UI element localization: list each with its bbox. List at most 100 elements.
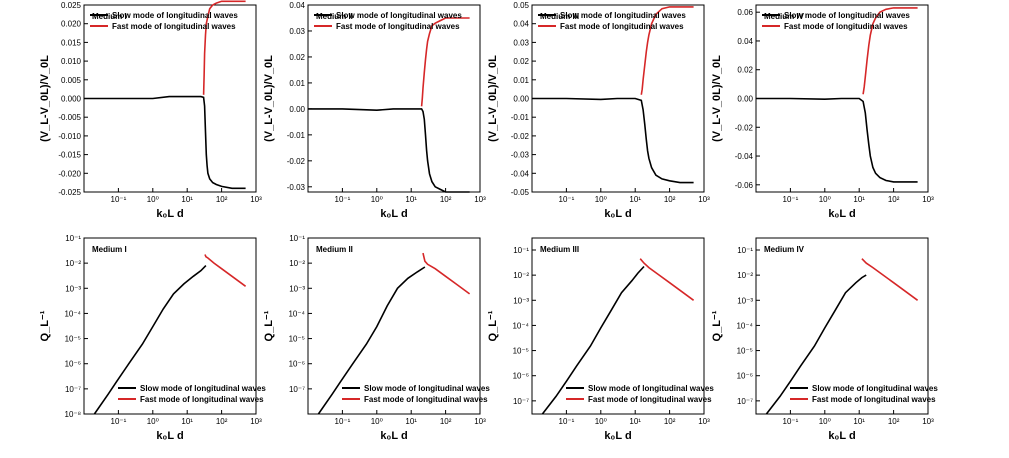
y-tick-label: 10⁻¹ <box>513 246 529 255</box>
legend-slow-label: Slow mode of longitudinal waves <box>140 384 266 393</box>
fast-mode-line <box>204 254 247 287</box>
y-tick-label: 10⁻⁵ <box>65 335 81 344</box>
x-tick-label: 10¹ <box>853 195 865 204</box>
legend: Slow mode of longitudinal waves Fast mode… <box>762 11 910 31</box>
plot-frame <box>755 237 929 415</box>
y-tick-label: -0.05 <box>511 188 530 197</box>
x-tick-label: 10⁰ <box>147 417 159 426</box>
y-tick-label: 10⁻⁸ <box>65 410 82 419</box>
y-tick-label: 10⁻² <box>513 271 529 280</box>
legend-fast-label: Fast mode of longitudinal waves <box>140 395 264 404</box>
x-axis-label: k₀L d <box>604 208 631 220</box>
y-tick-label: 10⁻⁷ <box>289 385 305 394</box>
y-tick-label: 0.01 <box>513 76 529 85</box>
y-tick-label: 0.01 <box>289 79 305 88</box>
legend-fast-label: Fast mode of longitudinal waves <box>364 395 488 404</box>
x-tick-label: 10³ <box>922 195 934 204</box>
x-tick-label: 10⁰ <box>595 417 607 426</box>
x-tick-label: 10³ <box>474 195 486 204</box>
plot-frame <box>307 237 481 415</box>
x-tick-label: 10⁻¹ <box>335 195 351 204</box>
y-tick-label: 0.00 <box>513 95 529 104</box>
y-tick-label: 10⁻⁶ <box>513 372 529 381</box>
plot-frame <box>83 237 257 415</box>
x-tick-label: 10¹ <box>629 195 641 204</box>
y-tick-label: 0.04 <box>737 37 753 46</box>
panel-bottom-4: 10⁻¹ 10⁰ 10¹ 10² 10³ 10⁻¹ 10⁻² 10⁻³ 10⁻⁴ 10⁻⁵ 10⁻⁶… <box>711 237 938 442</box>
y-tick-label: 10⁻² <box>65 259 81 268</box>
slow-mode-line <box>756 97 918 183</box>
y-tick-label: 10⁻⁷ <box>513 397 529 406</box>
legend-slow-label: Slow mode of longitudinal waves <box>588 384 714 393</box>
x-tick-label: 10⁻¹ <box>783 195 799 204</box>
y-tick-label: -0.010 <box>58 132 81 141</box>
legend-fast-label: Fast mode of longitudinal waves <box>812 395 936 404</box>
y-tick-label: 0.02 <box>737 66 753 75</box>
slow-mode-line <box>765 274 867 415</box>
x-tick-label: 10² <box>664 417 676 426</box>
fast-mode-line <box>640 6 694 95</box>
y-tick-label: -0.02 <box>287 157 306 166</box>
plot-frame <box>531 237 705 415</box>
y-tick-label: 0.000 <box>61 95 82 104</box>
y-tick-label: -0.01 <box>511 113 530 122</box>
y-tick-label: 10⁻⁴ <box>288 309 305 318</box>
slow-mode-line <box>84 95 246 190</box>
legend-slow-label: Slow mode of longitudinal waves <box>364 384 490 393</box>
legend: Slow mode of longitudinal waves Fast mode… <box>90 11 238 31</box>
y-tick-label: -0.005 <box>58 113 81 122</box>
y-tick-label: 0.010 <box>61 57 82 66</box>
fast-mode-line <box>202 0 246 95</box>
legend: Slow mode of longitudinal waves Fast mode… <box>342 384 490 404</box>
x-axis-label: k₀L d <box>380 430 407 442</box>
x-tick-label: 10⁰ <box>595 195 607 204</box>
x-tick-label: 10³ <box>698 417 710 426</box>
x-tick-label: 10³ <box>698 195 710 204</box>
y-axis-label: (V_L-V_0L)/V_0L <box>39 55 51 142</box>
legend: Slow mode of longitudinal waves Fast mode… <box>118 384 266 404</box>
fast-mode-line <box>862 7 918 95</box>
y-axis-label: Q_L⁻¹ <box>487 310 499 341</box>
x-tick-label: 10⁻¹ <box>559 417 575 426</box>
y-axis-label: (V_L-V_0L)/V_0L <box>487 55 499 142</box>
x-tick-label: 10³ <box>250 195 262 204</box>
x-tick-label: 10¹ <box>405 417 417 426</box>
x-tick-label: 10² <box>888 417 900 426</box>
y-tick-label: 10⁻² <box>737 271 753 280</box>
legend-fast-label: Fast mode of longitudinal waves <box>784 22 908 31</box>
fast-mode-line <box>420 17 470 107</box>
y-tick-label: 0.015 <box>61 38 82 47</box>
medium-label: Medium I <box>92 245 127 254</box>
x-tick-label: 10⁰ <box>819 417 831 426</box>
y-tick-label: 10⁻³ <box>737 296 753 305</box>
y-tick-label: 0.06 <box>737 8 753 17</box>
x-tick-label: 10⁰ <box>147 195 159 204</box>
y-axis-label: (V_L-V_0L)/V_0L <box>711 55 723 142</box>
legend-fast-label: Fast mode of longitudinal waves <box>560 22 684 31</box>
y-tick-label: 0.00 <box>289 105 305 114</box>
y-tick-label: 10⁻⁶ <box>289 360 305 369</box>
y-tick-label: 10⁻⁴ <box>512 321 529 330</box>
x-tick-label: 10² <box>216 417 228 426</box>
panel-bottom-1: 10⁻¹ 10⁰ 10¹ 10² 10³ 10⁻¹ 10⁻² 10⁻³ 10⁻⁴ 10⁻⁵ 10⁻⁶… <box>39 234 266 442</box>
x-tick-label: 10⁻¹ <box>559 195 575 204</box>
y-axis-label: Q_L⁻¹ <box>263 310 275 341</box>
y-tick-label: -0.04 <box>511 169 530 178</box>
x-tick-label: 10³ <box>474 417 486 426</box>
x-axis-label: k₀L d <box>380 208 407 220</box>
y-tick-label: -0.02 <box>735 123 754 132</box>
x-tick-label: 10⁰ <box>371 195 383 204</box>
y-tick-label: 10⁻³ <box>513 296 529 305</box>
y-tick-label: 10⁻⁴ <box>736 321 753 330</box>
y-tick-label: 10⁻³ <box>65 284 81 293</box>
y-tick-label: -0.020 <box>58 169 81 178</box>
y-tick-label: -0.015 <box>58 151 81 160</box>
slow-mode-line <box>93 265 207 415</box>
x-tick-label: 10¹ <box>181 417 193 426</box>
x-tick-label: 10¹ <box>405 195 417 204</box>
y-tick-label: 0.02 <box>513 57 529 66</box>
y-tick-label: 10⁻² <box>289 259 305 268</box>
y-tick-label: 10⁻⁷ <box>737 397 753 406</box>
slow-mode-line <box>532 97 694 184</box>
